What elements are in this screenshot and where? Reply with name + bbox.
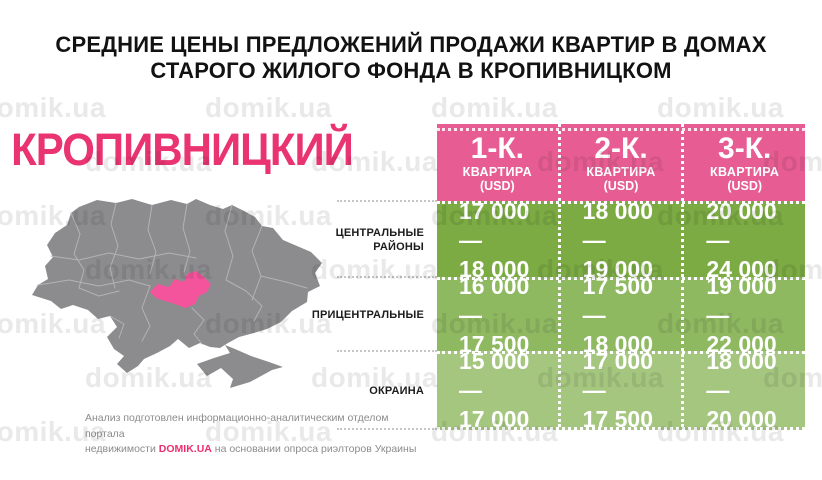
price-range-to: 18 000 [459, 256, 530, 282]
price-cell: 19 000 — 22 000 [681, 273, 805, 357]
domik-brand-label: DOMIK.UA [158, 443, 212, 455]
price-range-to: 20 000 [706, 406, 777, 432]
watermark-text: domik.ua [0, 92, 106, 123]
watermark-text: domik.ua [431, 92, 558, 123]
price-range-from: 19 000 — [706, 273, 777, 328]
column-header-size: 2-К. [594, 132, 648, 165]
price-range-to: 17 500 [582, 406, 654, 432]
watermark-text: domik.ua [205, 92, 332, 123]
price-range-to: 17 500 [459, 331, 530, 357]
dotted-divider [337, 200, 437, 202]
column-header-size: 3-К. [718, 132, 772, 165]
column-header-2k: 2-К. КВАРТИРА (USD) [557, 124, 682, 201]
price-cell: 20 000 — 24 000 [681, 198, 805, 282]
table-row-pricentral: 16 000 — 17 500 17 500 — 18 000 19 000 —… [437, 273, 805, 357]
dotted-divider [337, 428, 437, 430]
row-label-outskirts: ОКРАИНА [294, 384, 424, 398]
price-cell: 17 000 — 17 500 [557, 348, 682, 432]
row-label-line: ПРИЦЕНТРАЛЬНЫЕ [311, 309, 424, 321]
price-cell: 17 000 — 18 000 [437, 198, 558, 282]
page-title-line-2: СТАРОГО ЖИЛОГО ФОНДА В КРОПИВНИЦКОМ [150, 58, 672, 83]
column-header-size: 1-К. [470, 132, 524, 165]
table-row-central: 17 000 — 18 000 18 000 — 19 000 20 000 —… [437, 198, 805, 282]
dotted-divider [337, 350, 437, 352]
crimea-shape [197, 345, 283, 388]
column-header-sub: КВАРТИРА [462, 165, 532, 179]
footer-line-2: недвижимости [85, 443, 159, 455]
footer-note: Анализ подготовлен информационно-аналити… [85, 411, 425, 458]
watermark-text: domik.ua [311, 254, 438, 285]
price-cell: 16 000 — 17 500 [437, 273, 558, 357]
price-range-to: 19 000 [582, 256, 654, 282]
row-label-pricentral: ПРИЦЕНТРАЛЬНЫЕ [294, 308, 424, 322]
price-range-from: 17 500 — [582, 273, 654, 328]
table-row-outskirts: 15 000 — 17 000 17 000 — 17 500 18 000 —… [437, 348, 805, 432]
column-header-sub: КВАРТИРА [710, 165, 780, 179]
row-label-central: ЦЕНТРАЛЬНЫЕ РАЙОНЫ [294, 226, 424, 254]
kirovohrad-region-highlight [150, 271, 211, 308]
watermark-text: domik.ua [657, 92, 784, 123]
column-header-1k: 1-К. КВАРТИРА (USD) [437, 124, 558, 201]
column-header-unit: (USD) [479, 179, 515, 193]
oblast-borders [37, 202, 308, 345]
page-title: СРЕДНИЕ ЦЕНЫ ПРЕДЛОЖЕНИЙ ПРОДАЖИ КВАРТИР… [0, 32, 822, 84]
price-range-from: 17 000 — [582, 348, 654, 403]
table-header-row: 1-К. КВАРТИРА (USD) 2-К. КВАРТИРА (USD) … [437, 124, 805, 201]
dotted-divider [337, 276, 437, 278]
city-name: КРОПИВНИЦКИЙ [11, 124, 354, 175]
column-header-unit: (USD) [603, 179, 639, 193]
price-range-from: 20 000 — [706, 198, 777, 253]
row-label-line: ЦЕНТРАЛЬНЫЕ [335, 227, 424, 239]
price-range-from: 16 000 — [459, 273, 530, 328]
price-cell: 15 000 — 17 000 [437, 348, 558, 432]
price-range-to: 24 000 [706, 256, 777, 282]
column-header-unit: (USD) [727, 179, 763, 193]
price-range-from: 18 000 — [706, 348, 777, 403]
price-cell: 17 500 — 18 000 [557, 273, 682, 357]
price-range-from: 17 000 — [459, 198, 530, 253]
ukraine-map [32, 199, 322, 388]
column-header-3k: 3-К. КВАРТИРА (USD) [681, 124, 805, 201]
row-label-line: ОКРАИНА [369, 385, 424, 397]
footer-line-2-rest: на основании опроса риэлторов Украины [211, 443, 417, 455]
price-range-from: 15 000 — [459, 348, 530, 403]
price-cell: 18 000 — 20 000 [681, 348, 805, 432]
price-range-to: 22 000 [706, 331, 777, 357]
price-cell: 18 000 — 19 000 [557, 198, 682, 282]
price-range-to: 17 000 [459, 406, 530, 432]
price-table: 1-К. КВАРТИРА (USD) 2-К. КВАРТИРА (USD) … [437, 124, 805, 432]
price-range-to: 18 000 [582, 331, 654, 357]
page-title-line-1: СРЕДНИЕ ЦЕНЫ ПРЕДЛОЖЕНИЙ ПРОДАЖИ КВАРТИР… [55, 32, 767, 57]
row-label-line: РАЙОНЫ [373, 241, 424, 253]
price-range-from: 18 000 — [582, 198, 654, 253]
column-header-sub: КВАРТИРА [586, 165, 656, 179]
footer-line-1: Анализ подготовлен информационно-аналити… [85, 412, 389, 440]
